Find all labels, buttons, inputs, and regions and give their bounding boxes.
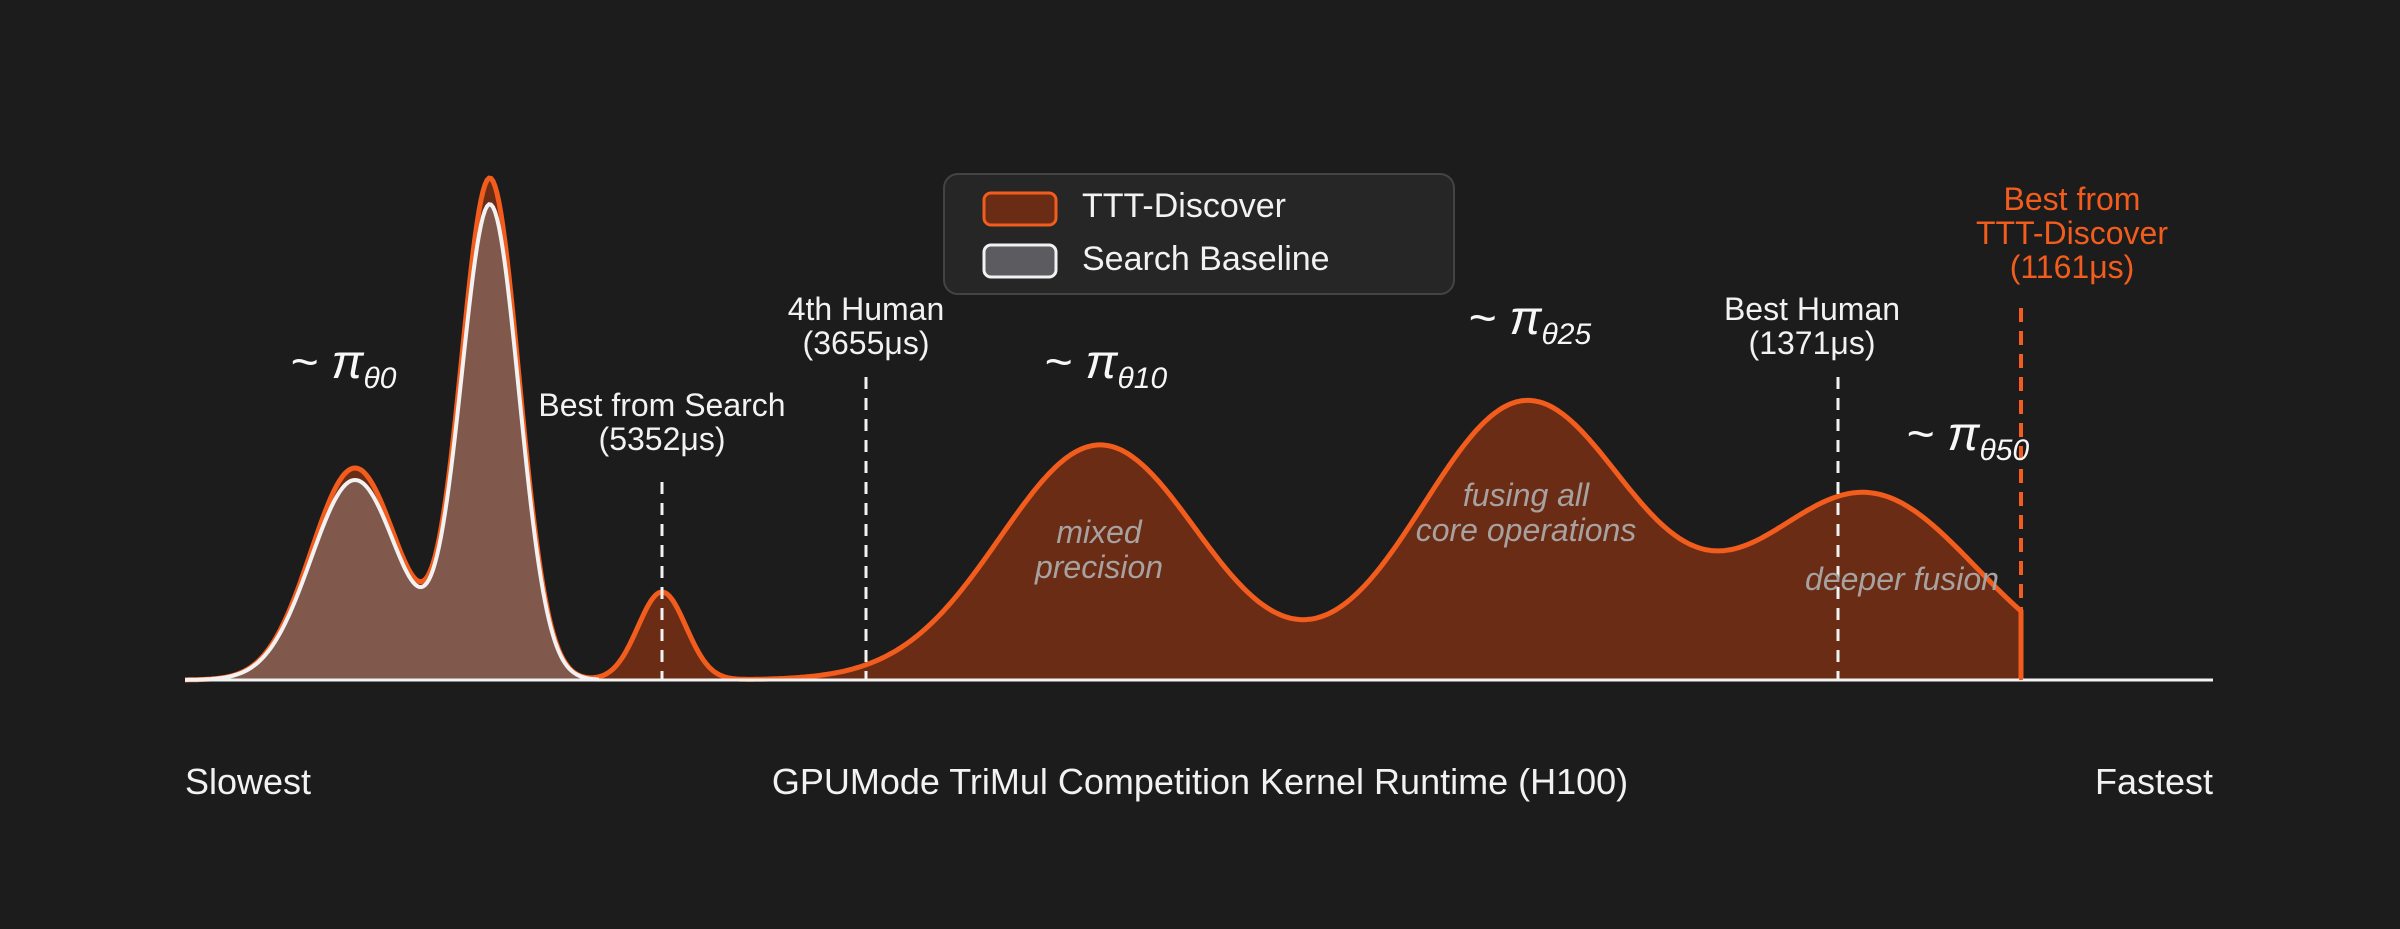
annotation-mixed-precision-line2: precision bbox=[1034, 549, 1163, 585]
marker-value-fourth-human: (3655μs) bbox=[803, 325, 930, 361]
marker-value-best-from-search: (5352μs) bbox=[599, 421, 726, 457]
marker-label-best-from-search: Best from Search bbox=[538, 387, 785, 423]
marker-label-best-ttt-line1: Best from bbox=[2004, 181, 2141, 217]
marker-label-best-ttt-line2: TTT-Discover bbox=[1976, 215, 2168, 251]
legend: TTT-Discover Search Baseline bbox=[943, 173, 1455, 295]
search-baseline-line bbox=[185, 202, 600, 682]
legend-label-search-baseline: Search Baseline bbox=[1082, 240, 1330, 278]
legend-label-ttt-discover: TTT-Discover bbox=[1082, 187, 1286, 225]
marker-value-best-ttt: (1161μs) bbox=[2010, 249, 2135, 285]
x-axis-start-label: Slowest bbox=[185, 761, 311, 802]
annotation-fusing-line2: core operations bbox=[1416, 512, 1637, 548]
policy-label-theta0: ~ πθ0 bbox=[290, 336, 397, 395]
ttt-discover-line bbox=[185, 175, 2024, 683]
legend-swatch-search-baseline bbox=[982, 243, 1058, 279]
x-axis-title: GPUMode TriMul Competition Kernel Runtim… bbox=[772, 761, 1628, 802]
marker-value-best-human: (1371μs) bbox=[1749, 325, 1876, 361]
legend-swatch-ttt-discover bbox=[982, 191, 1058, 227]
ttt-discover-area bbox=[185, 178, 2021, 680]
x-axis-end-label: Fastest bbox=[2095, 761, 2213, 802]
policy-label-theta50: ~ πθ50 bbox=[1906, 408, 2029, 467]
search-baseline-area bbox=[185, 204, 600, 681]
marker-label-fourth-human: 4th Human bbox=[788, 291, 945, 327]
policy-label-theta25: ~ πθ25 bbox=[1468, 292, 1591, 351]
annotation-deeper-fusion: deeper fusion bbox=[1805, 561, 1999, 597]
legend-box bbox=[943, 173, 1455, 295]
annotation-fusing-line1: fusing all bbox=[1463, 477, 1590, 513]
marker-label-best-human: Best Human bbox=[1724, 291, 1900, 327]
annotation-mixed-precision-line1: mixed bbox=[1056, 514, 1143, 550]
policy-label-theta10: ~ πθ10 bbox=[1044, 336, 1167, 395]
